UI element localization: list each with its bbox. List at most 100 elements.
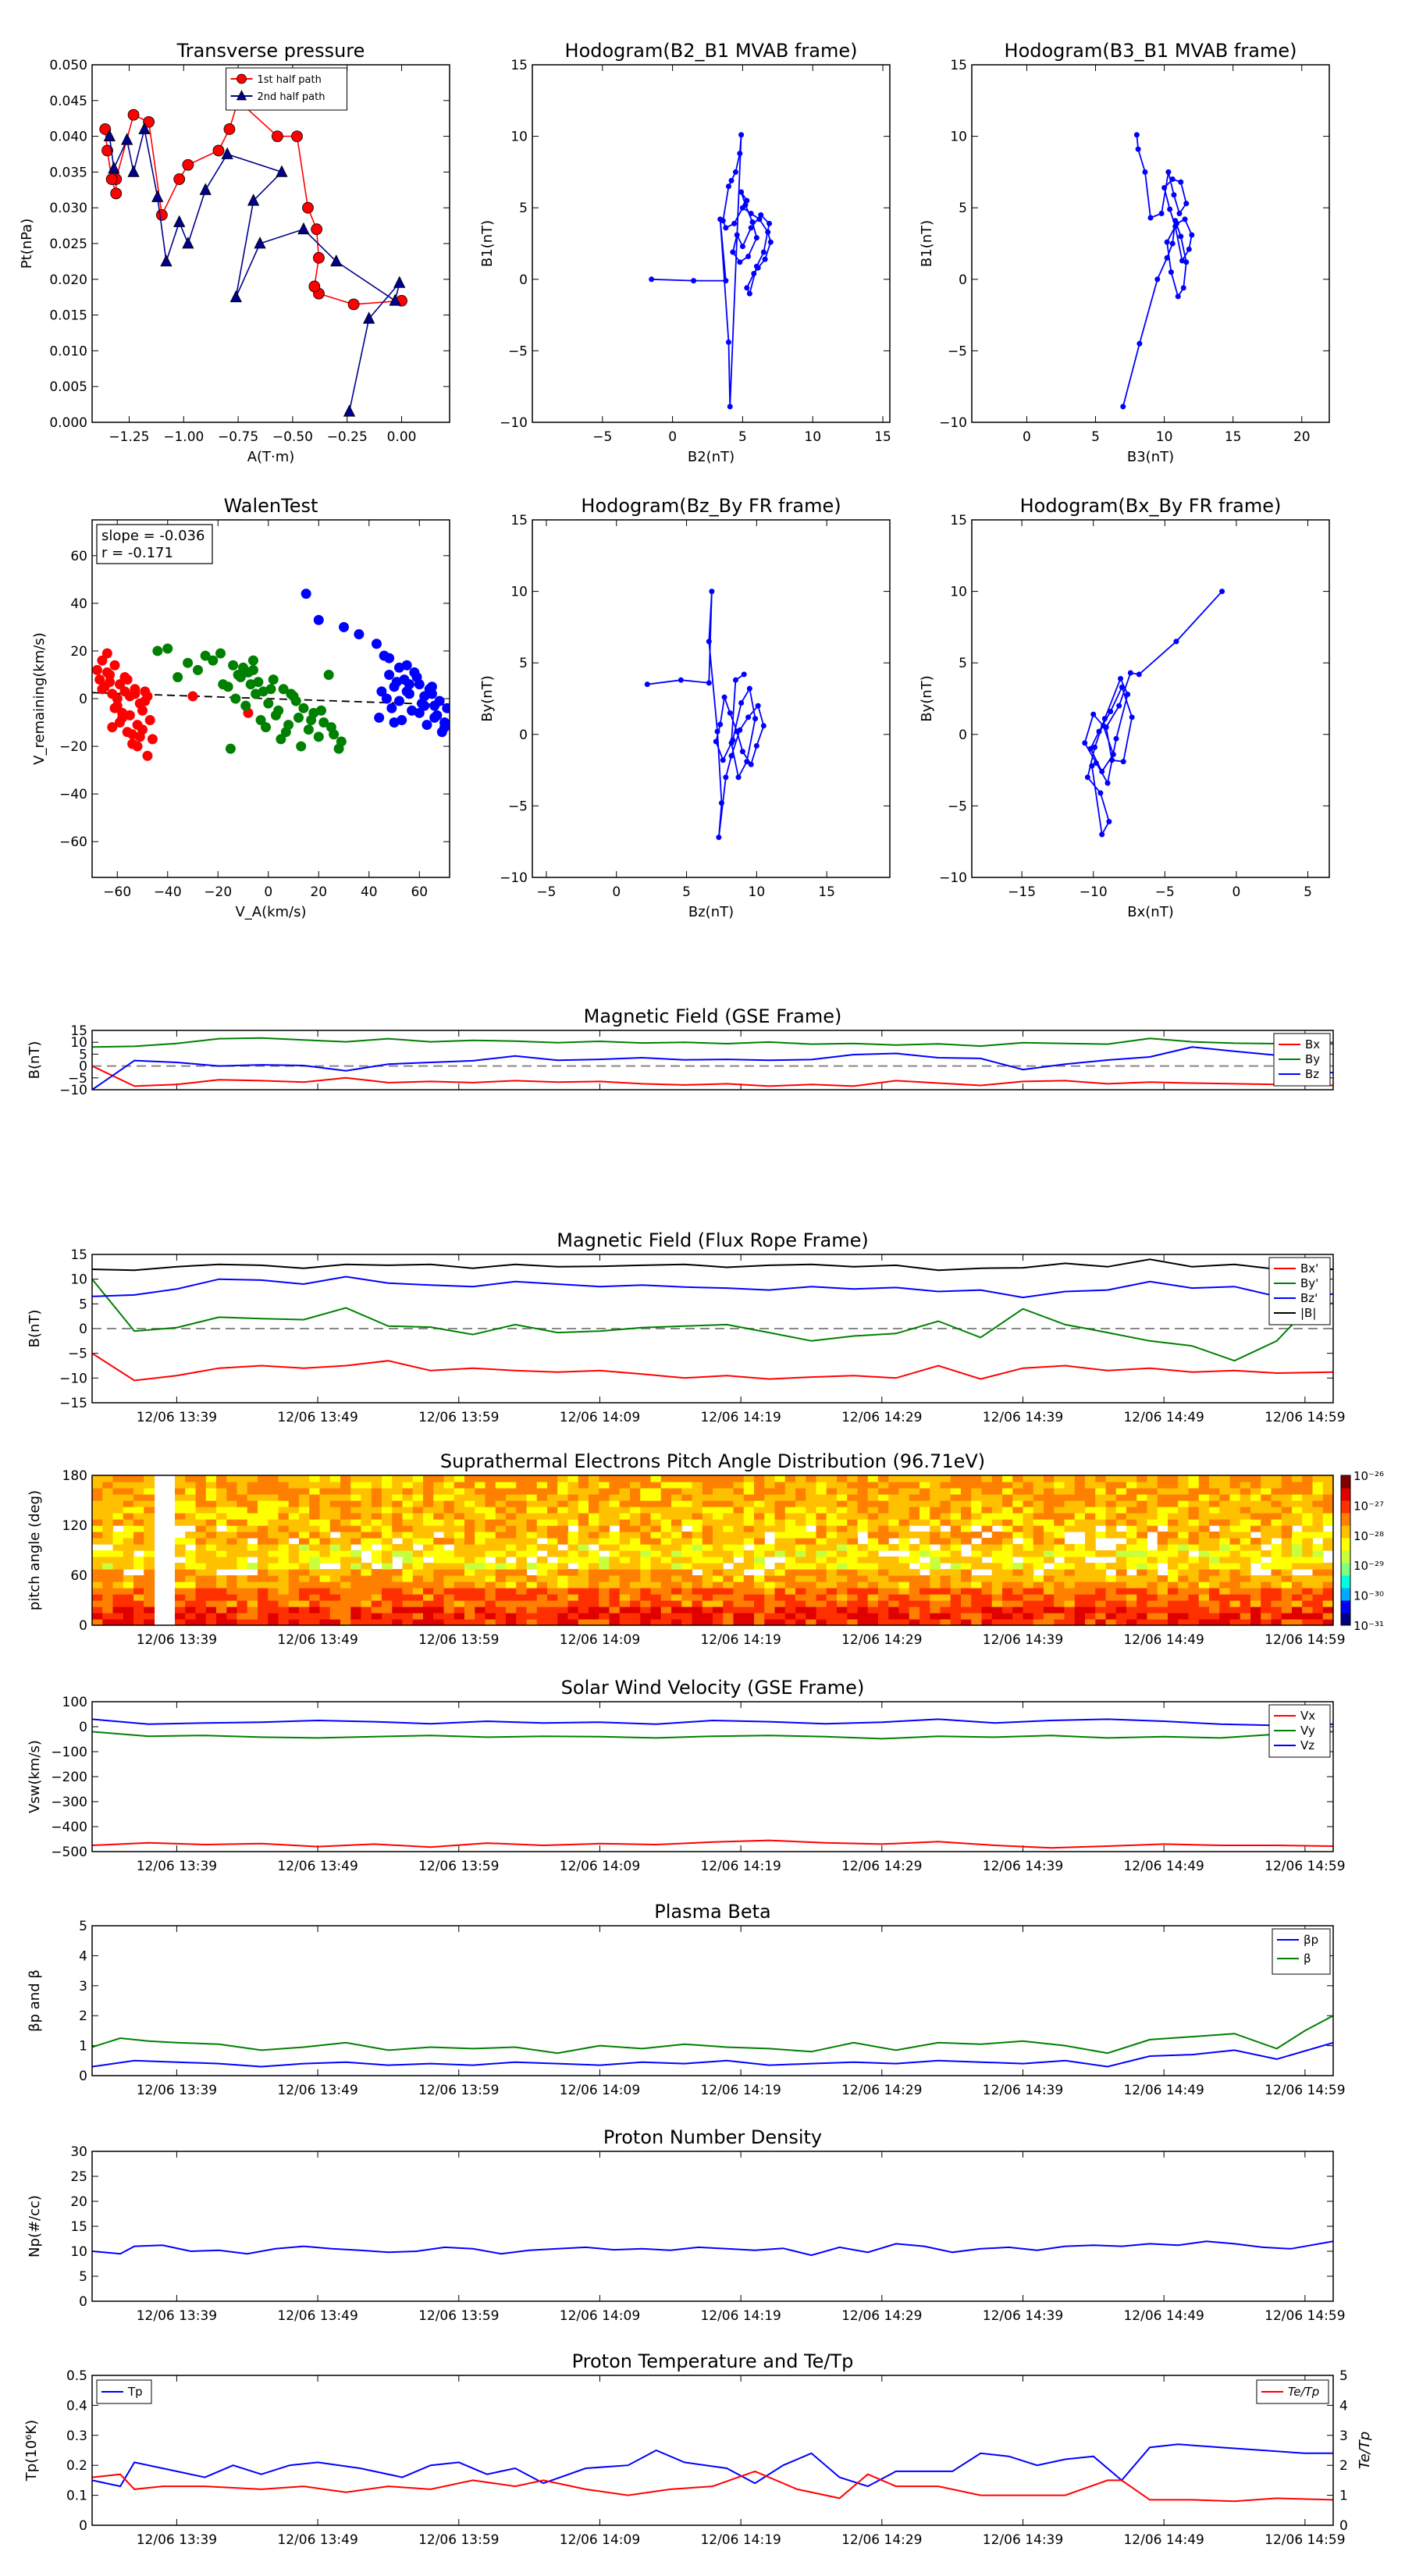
heatmap-cell [981, 1588, 993, 1595]
heatmap-cell [743, 1550, 755, 1557]
heatmap-cell [1085, 1588, 1096, 1595]
heatmap-cell [454, 1582, 465, 1589]
heatmap-cell [599, 1538, 610, 1545]
heatmap-cell [392, 1532, 404, 1539]
heatmap-cell [112, 1513, 124, 1520]
heatmap-cell [185, 1619, 197, 1625]
heatmap-cell [1044, 1482, 1055, 1489]
y-tick-label: 5 [79, 1297, 87, 1312]
heatmap-cell [1198, 1494, 1210, 1501]
heatmap-cell [1126, 1557, 1137, 1564]
data-point [732, 677, 738, 683]
heatmap-cell [288, 1550, 300, 1557]
heatmap-cell [599, 1519, 610, 1526]
heatmap-cell [464, 1588, 475, 1595]
heatmap-cell [1261, 1525, 1272, 1532]
heatmap-cell [1157, 1550, 1168, 1557]
heatmap-cell [589, 1550, 599, 1557]
heatmap-cell [981, 1507, 993, 1514]
heatmap-cell [630, 1507, 641, 1514]
data-point [728, 740, 735, 746]
heatmap-cell [133, 1594, 144, 1601]
heatmap-cell [402, 1544, 414, 1551]
heatmap-cell [1115, 1513, 1127, 1520]
data-point [271, 130, 283, 143]
heatmap-cell [175, 1613, 186, 1620]
heatmap-cell [630, 1525, 641, 1532]
y-tick-label: 0 [959, 272, 967, 288]
data-point [1089, 763, 1095, 769]
heatmap-cell [536, 1507, 548, 1514]
heatmap-cell [392, 1525, 404, 1532]
heatmap-cell [826, 1507, 838, 1514]
heatmap-cell [630, 1544, 641, 1551]
heatmap-cell [589, 1563, 599, 1570]
heatmap-cell [475, 1513, 486, 1520]
heatmap-cell [826, 1569, 838, 1576]
heatmap-cell [516, 1538, 528, 1545]
heatmap-cell [837, 1569, 848, 1576]
heatmap-cell [806, 1606, 817, 1614]
heatmap-cell [1126, 1600, 1137, 1607]
heatmap-cell [92, 1613, 103, 1620]
heatmap-cell [133, 1544, 144, 1551]
y-tick-label: 15 [70, 1023, 87, 1039]
heatmap-cell [991, 1557, 1003, 1564]
heatmap-cell [412, 1532, 424, 1539]
heatmap-cell [340, 1619, 351, 1625]
heatmap-cell [1188, 1482, 1200, 1489]
heatmap-cell [578, 1619, 589, 1625]
heatmap-cell [1281, 1619, 1293, 1625]
heatmap-cell [329, 1550, 341, 1557]
heatmap-cell [764, 1569, 776, 1576]
heatmap-cell [619, 1606, 631, 1614]
x-tick-label: 5 [1304, 884, 1312, 900]
heatmap-cell [185, 1488, 197, 1495]
heatmap-cell [630, 1557, 641, 1564]
heatmap-cell [619, 1588, 631, 1595]
y-axis-label: B1(nT) [479, 220, 496, 267]
data-point [1125, 692, 1131, 698]
heatmap-cell [764, 1513, 776, 1520]
heatmap-cell [1209, 1606, 1220, 1614]
legend-label: Bz [1305, 1067, 1319, 1081]
heatmap-cell [392, 1513, 404, 1520]
heatmap-cell [898, 1600, 910, 1607]
heatmap-cell [423, 1600, 434, 1607]
heatmap-cell [640, 1594, 652, 1601]
heatmap-cell [867, 1606, 879, 1614]
heatmap-cell [1147, 1513, 1158, 1520]
heatmap-cell [371, 1494, 382, 1501]
colorbar-segment [1341, 1600, 1350, 1614]
heatmap-cell [795, 1588, 806, 1595]
heatmap-cell [1126, 1582, 1137, 1589]
x-tick-label: 12/06 14:19 [700, 1632, 781, 1648]
x-axis-label: A(T·m) [247, 449, 295, 465]
heatmap-cell [526, 1582, 538, 1589]
heatmap-cell [774, 1494, 786, 1501]
heatmap-cell [671, 1525, 682, 1532]
heatmap-cell [898, 1500, 910, 1507]
heatmap-cell [578, 1475, 589, 1482]
heatmap-cell [1002, 1482, 1013, 1489]
heatmap-cell [1250, 1557, 1261, 1564]
heatmap-cell [547, 1532, 558, 1539]
data-point [296, 741, 307, 752]
heatmap-cell [795, 1582, 806, 1589]
heatmap-cell [640, 1582, 652, 1589]
series-line [92, 1065, 1333, 1087]
data-point [1110, 751, 1116, 757]
heatmap-cell [619, 1538, 631, 1545]
heatmap-cell [961, 1557, 972, 1564]
heatmap-cell [506, 1538, 517, 1545]
heatmap-cell [981, 1519, 993, 1526]
heatmap-cell [743, 1575, 755, 1582]
colorbar-tick-label: 10⁻²⁹ [1353, 1559, 1384, 1573]
data-point [109, 703, 120, 713]
heatmap-cell [1240, 1557, 1251, 1564]
heatmap-cell [784, 1613, 796, 1620]
heatmap-cell [288, 1575, 300, 1582]
heatmap-cell [981, 1582, 993, 1589]
heatmap-cell [898, 1613, 910, 1620]
heatmap-cell [102, 1606, 114, 1614]
